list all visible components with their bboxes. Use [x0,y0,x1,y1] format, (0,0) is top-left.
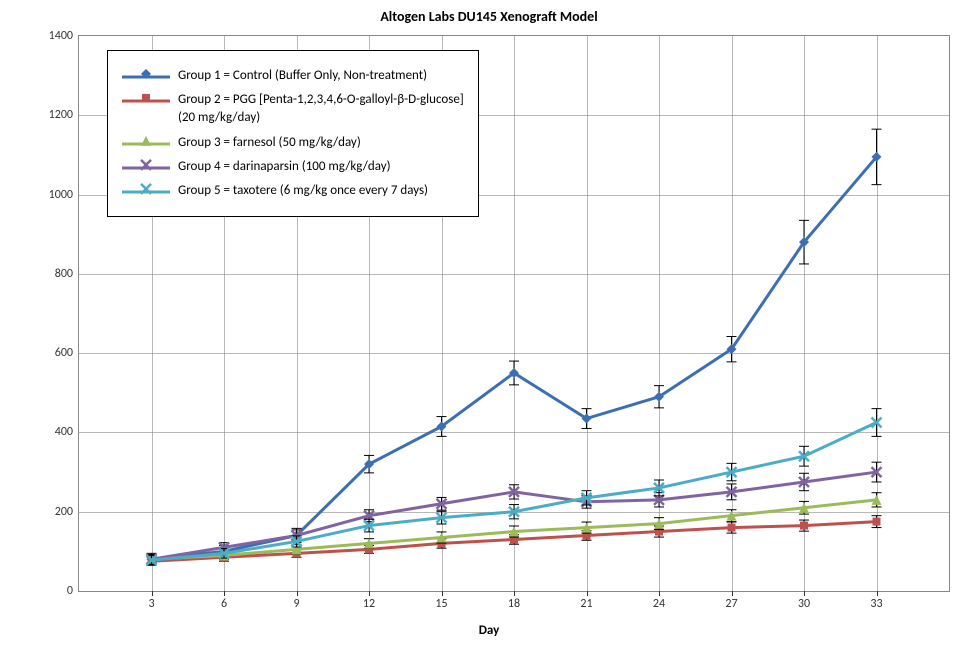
data-marker [141,135,151,145]
x-tick-mark [442,591,443,596]
chart-title: Altogen Labs DU145 Xenograft Model [0,8,978,25]
legend-item-group3: Group 3 = farnesol (50 mg/kg/day) [122,134,464,152]
legend-item-group5: Group 5 = taxotere (6 mg/kg once every 7… [122,182,464,200]
x-tick-mark [877,591,878,596]
y-tick-label: 1400 [49,29,79,43]
data-marker [142,94,150,102]
legend-marker-icon [122,184,170,200]
y-tick-label: 1200 [49,108,79,122]
y-tick-label: 400 [55,425,79,439]
data-marker [141,184,151,194]
y-tick-label: 1000 [49,188,79,202]
y-tick-label: 0 [67,584,79,598]
x-tick-mark [224,591,225,596]
legend-marker-icon [122,93,170,109]
y-tick-label: 600 [55,346,79,360]
legend-box: Group 1 = Control (Buffer Only, Non-trea… [107,50,479,217]
legend-marker-icon [122,69,170,85]
legend-marker-icon [122,136,170,152]
legend-label: Group 2 = PGG [Penta-1,2,3,4,6-O-galloyl… [178,91,464,127]
legend-label: Group 4 = darinaparsin (100 mg/kg/day) [178,158,391,176]
legend-item-group2: Group 2 = PGG [Penta-1,2,3,4,6-O-galloyl… [122,91,464,127]
x-tick-mark [369,591,370,596]
data-marker [873,518,881,526]
legend-label: Group 5 = taxotere (6 mg/kg once every 7… [178,182,428,200]
data-marker [728,524,736,532]
x-tick-mark [514,591,515,596]
legend-label: Group 1 = Control (Buffer Only, Non-trea… [178,67,427,85]
legend-label: Group 3 = farnesol (50 mg/kg/day) [178,134,361,152]
data-marker [141,160,151,170]
legend-marker-icon [122,160,170,176]
legend-item-group4: Group 4 = darinaparsin (100 mg/kg/day) [122,158,464,176]
x-tick-mark [297,591,298,596]
x-tick-mark [659,591,660,596]
x-tick-mark [804,591,805,596]
data-marker [141,69,151,79]
x-axis-label: Day [0,623,978,638]
x-tick-mark [152,591,153,596]
chart-container: Altogen Labs DU145 Xenograft Model Avera… [0,0,978,650]
legend-item-group1: Group 1 = Control (Buffer Only, Non-trea… [122,67,464,85]
data-marker [800,522,808,530]
x-tick-mark [587,591,588,596]
x-tick-mark [732,591,733,596]
y-tick-label: 200 [55,505,79,519]
y-tick-label: 800 [55,267,79,281]
